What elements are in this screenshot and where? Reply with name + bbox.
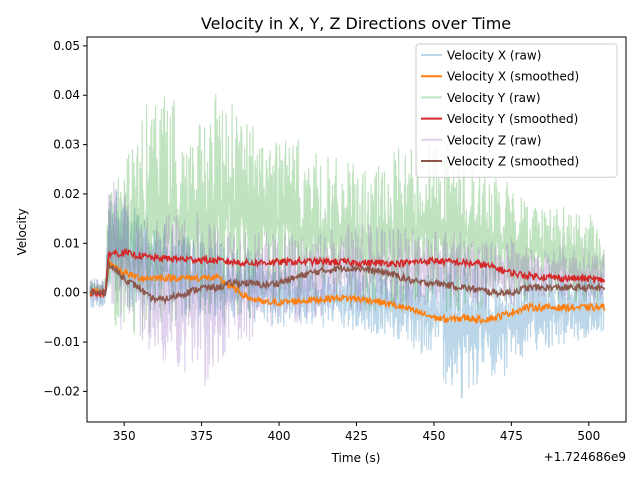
legend-entry: Velocity X (raw) <box>447 49 541 63</box>
y-axis-label: Velocity <box>15 208 29 255</box>
plot-area <box>89 93 606 399</box>
x-axis-offset-label: +1.724686e9 <box>544 450 626 464</box>
x-tick-label: 350 <box>113 429 136 443</box>
series-velocity-y-smoothed <box>89 247 606 299</box>
y-tick-label: 0.04 <box>53 88 80 102</box>
legend-entry: Velocity Y (smoothed) <box>447 112 578 126</box>
x-tick-label: 375 <box>190 429 213 443</box>
series-velocity-z-smoothed <box>89 261 606 306</box>
series-velocity-x-raw <box>89 191 605 399</box>
legend-entry: Velocity Z (raw) <box>447 133 541 147</box>
legend: Velocity X (raw) Velocity X (smoothed) Vel… <box>415 43 618 178</box>
y-axis: −0.02 −0.01 0.00 0.01 0.02 0.03 0.04 0.05 <box>43 39 87 398</box>
x-tick-label: 500 <box>577 429 600 443</box>
y-tick-label: 0.01 <box>53 236 80 250</box>
series-velocity-y-raw <box>89 93 605 334</box>
legend-entry: Velocity Y (raw) <box>447 91 541 105</box>
y-tick-label: −0.01 <box>43 335 80 349</box>
x-tick-label: 475 <box>500 429 523 443</box>
legend-box <box>415 43 618 178</box>
legend-entry: Velocity X (smoothed) <box>447 70 579 84</box>
series-velocity-x-smoothed <box>89 258 606 325</box>
x-tick-label: 425 <box>345 429 368 443</box>
y-tick-label: 0.02 <box>53 187 80 201</box>
legend-entry: Velocity Z (smoothed) <box>447 155 579 169</box>
x-axis: 350 375 400 425 450 475 500 <box>113 422 600 443</box>
y-tick-label: 0.05 <box>53 39 80 53</box>
y-tick-label: −0.02 <box>43 384 80 398</box>
chart-title: Velocity in X, Y, Z Directions over Time <box>201 14 511 33</box>
x-tick-label: 400 <box>268 429 291 443</box>
x-axis-label: Time (s) <box>331 451 381 465</box>
y-tick-label: 0.03 <box>53 138 80 152</box>
y-tick-label: 0.00 <box>53 286 80 300</box>
x-tick-label: 450 <box>422 429 445 443</box>
